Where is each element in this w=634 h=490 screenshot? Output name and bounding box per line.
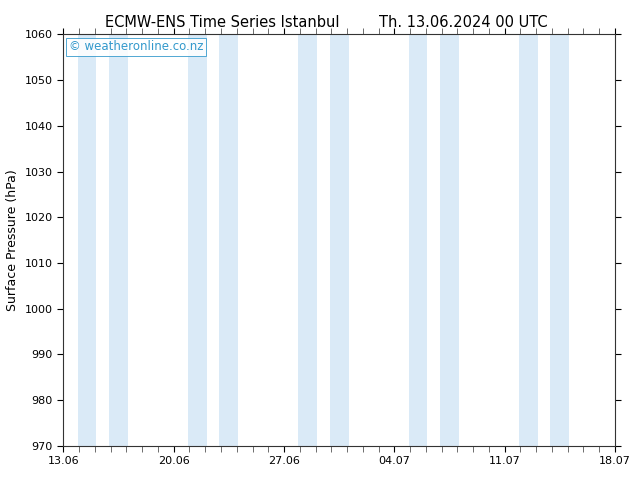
Text: Th. 13.06.2024 00 UTC: Th. 13.06.2024 00 UTC — [378, 15, 547, 30]
Y-axis label: Surface Pressure (hPa): Surface Pressure (hPa) — [6, 169, 19, 311]
Bar — [219, 34, 238, 446]
Bar — [330, 34, 349, 446]
Bar — [298, 34, 317, 446]
Bar — [550, 34, 569, 446]
Bar — [440, 34, 459, 446]
Bar — [519, 34, 538, 446]
Text: © weatheronline.co.nz: © weatheronline.co.nz — [69, 41, 204, 53]
Bar — [109, 34, 128, 446]
Bar — [77, 34, 96, 446]
Bar — [408, 34, 427, 446]
Bar — [188, 34, 207, 446]
Text: ECMW-ENS Time Series Istanbul: ECMW-ENS Time Series Istanbul — [105, 15, 339, 30]
